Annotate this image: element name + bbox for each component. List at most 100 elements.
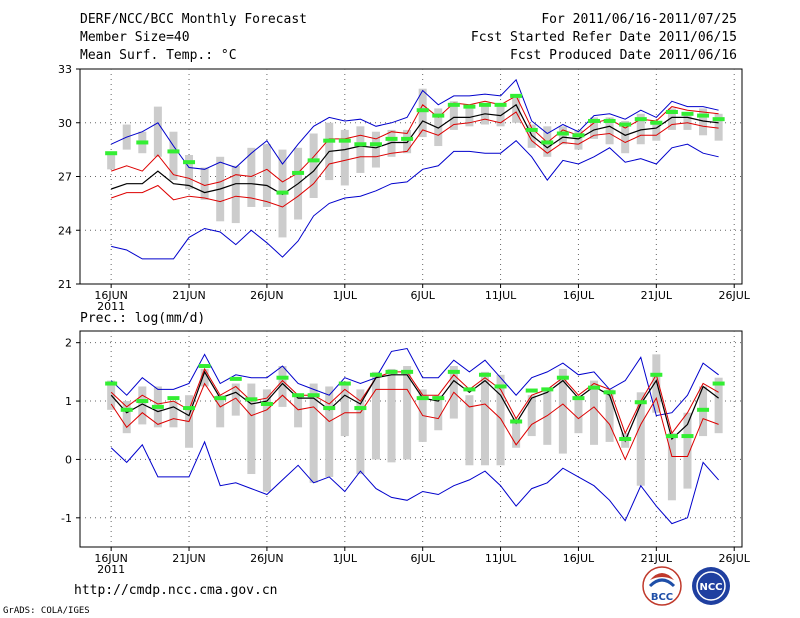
- spread-box: [590, 380, 599, 445]
- obs-marker: [183, 406, 196, 411]
- y-tick-label: 27: [58, 171, 72, 184]
- spread-box: [231, 383, 240, 416]
- x-tick-label: 6JUL: [410, 552, 435, 565]
- spread-box: [434, 108, 443, 147]
- obs-marker: [292, 170, 305, 175]
- spread-box: [185, 155, 194, 190]
- obs-marker: [650, 120, 663, 125]
- obs-marker: [541, 140, 554, 145]
- spread-box: [387, 129, 396, 157]
- spread-box: [262, 389, 271, 492]
- obs-marker: [276, 375, 289, 380]
- spread-box: [356, 389, 365, 475]
- obs-marker: [588, 118, 601, 123]
- x-tick-label: 21JUN: [172, 289, 206, 302]
- x-tick-label: 26JUN: [250, 289, 284, 302]
- variable-label-precipitation: Prec.: log(mm/d): [80, 311, 206, 326]
- spread-box: [403, 366, 412, 460]
- spread-box: [309, 133, 318, 198]
- spread-box: [527, 124, 536, 148]
- precipitation-panel: -1 0 1 2 16JUN 21JUN 26JUN 1JUL 6JUL 11JUL 16JUL 21…: [61, 330, 751, 576]
- spread-box: [652, 354, 661, 413]
- forecast-period-label: For 2011/06/16-2011/07/25: [541, 12, 737, 27]
- obs-marker: [665, 110, 678, 114]
- spread-box: [371, 371, 380, 460]
- obs-marker: [603, 390, 616, 395]
- x-tick-label: 16JUL: [563, 552, 595, 565]
- obs-marker: [494, 384, 507, 389]
- y-tick-label: 30: [58, 117, 72, 130]
- spread-box: [714, 377, 723, 434]
- obs-marker: [665, 434, 678, 439]
- spread-box: [107, 380, 116, 410]
- obs-marker: [432, 113, 445, 118]
- x-tick-label: 6JUL: [410, 289, 435, 302]
- obs-marker: [447, 102, 460, 107]
- max-line: [110, 347, 719, 417]
- spread-box: [667, 108, 676, 130]
- spread-lower-line: [110, 382, 719, 461]
- spread-box: [605, 389, 614, 442]
- obs-marker: [151, 404, 164, 409]
- spread-box: [216, 395, 225, 428]
- obs-marker: [416, 396, 429, 401]
- obs-marker: [432, 396, 445, 401]
- spread-box: [699, 108, 708, 136]
- spread-box: [418, 88, 427, 138]
- bcc-logo-text: BCC: [651, 592, 673, 603]
- spread-box: [122, 401, 131, 434]
- x-tick-label: 21JUL: [641, 289, 673, 302]
- x-tick-label: 26JUN: [250, 552, 284, 565]
- y-tick-label: 21: [58, 278, 72, 291]
- spread-box: [200, 368, 209, 387]
- y-tick-label: 0: [65, 453, 72, 466]
- obs-marker: [354, 406, 367, 411]
- obs-marker: [588, 385, 601, 390]
- chart-title: DERF/NCC/BCC Monthly Forecast: [80, 12, 307, 27]
- max-line: [110, 78, 719, 170]
- obs-marker: [323, 406, 336, 411]
- obs-marker: [385, 136, 398, 141]
- obs-marker: [556, 131, 569, 136]
- obs-marker: [463, 387, 476, 392]
- obs-marker: [401, 369, 414, 374]
- obs-marker: [572, 133, 585, 138]
- x-tick-label: 26JUL: [719, 289, 751, 302]
- obs-marker: [525, 388, 538, 393]
- spread-box: [714, 113, 723, 141]
- obs-marker: [354, 142, 367, 147]
- spread-box: [278, 366, 287, 407]
- spread-box: [107, 153, 116, 170]
- spread-box: [340, 129, 349, 186]
- spread-box: [309, 383, 318, 483]
- spread-box: [169, 401, 178, 428]
- spread-box: [247, 147, 256, 207]
- obs-marker: [120, 407, 133, 412]
- obs-marker: [167, 396, 180, 401]
- obs-marker: [697, 407, 710, 412]
- obs-marker: [136, 140, 149, 145]
- spread-box: [636, 392, 645, 486]
- spread-box: [543, 389, 552, 445]
- spread-box: [465, 395, 474, 466]
- spread-box: [465, 104, 474, 127]
- spread-box: [480, 104, 489, 125]
- obs-marker: [307, 393, 320, 398]
- plot-frame: [79, 330, 743, 548]
- obs-marker: [338, 381, 351, 386]
- url-link[interactable]: http://cmdp.ncc.cma.gov.cn: [74, 583, 278, 598]
- y-tick-label: 33: [58, 63, 72, 76]
- min-line: [110, 440, 719, 525]
- spread-box: [512, 418, 521, 448]
- obs-marker: [634, 400, 647, 405]
- spread-box: [200, 167, 209, 200]
- min-line: [111, 140, 719, 260]
- obs-marker: [338, 138, 351, 143]
- obs-marker: [712, 381, 725, 386]
- obs-marker: [276, 190, 289, 195]
- spread-box: [558, 368, 567, 454]
- spread-box: [605, 117, 614, 145]
- x-tick-label: 1JUL: [333, 289, 358, 302]
- obs-marker: [463, 104, 476, 109]
- spread-box: [356, 126, 365, 173]
